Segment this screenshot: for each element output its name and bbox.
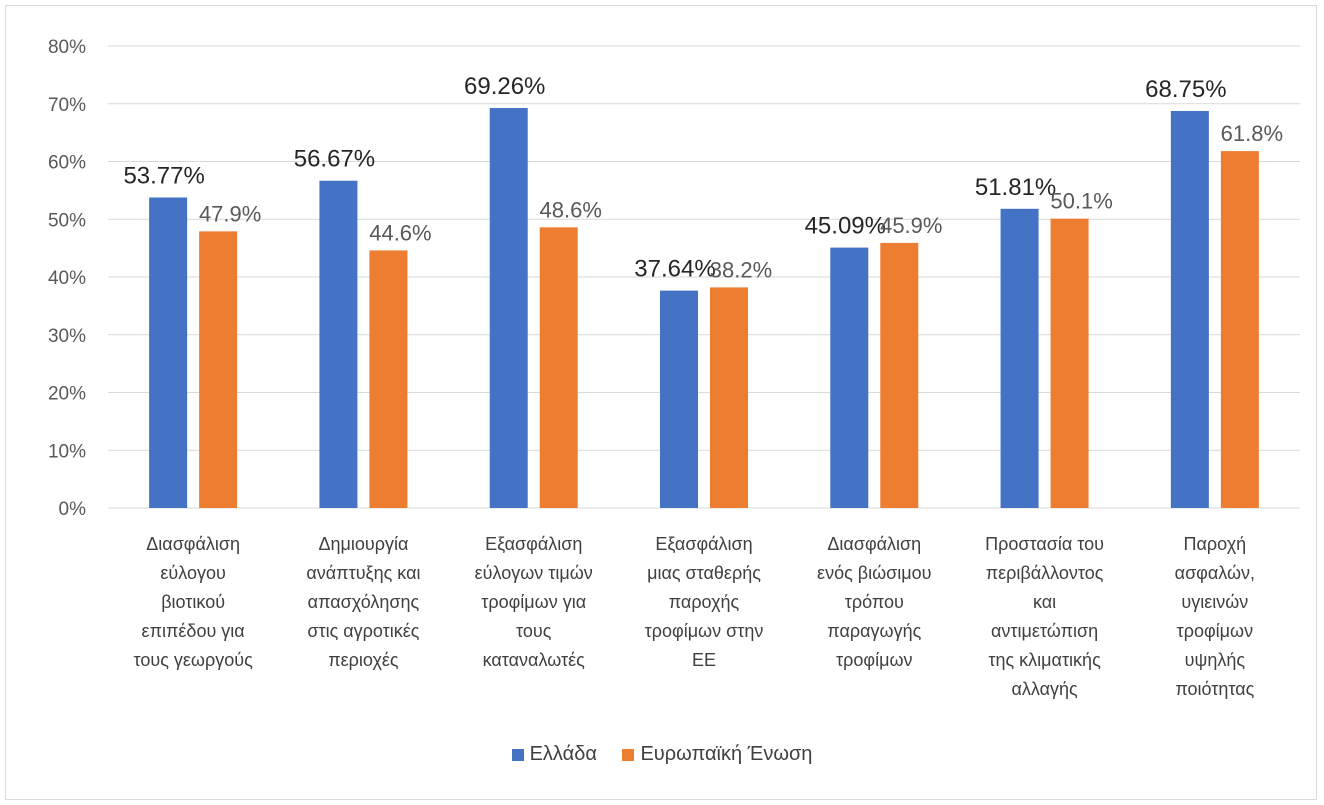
y-tick-label: 40% bbox=[48, 268, 86, 289]
bar bbox=[539, 227, 578, 508]
x-category-label: τροφίμων για bbox=[481, 592, 586, 612]
legend-label-eu: Ευρωπαϊκή Ένωση bbox=[640, 743, 813, 765]
x-category-label: απασχόλησης bbox=[308, 592, 420, 612]
data-label: 50.1% bbox=[1050, 189, 1112, 214]
x-category-label: Παροχή bbox=[1184, 534, 1247, 554]
x-category-label: καταναλωτές bbox=[483, 650, 586, 670]
gridlines bbox=[108, 45, 1300, 509]
x-category-label: ανάπτυξης και bbox=[306, 563, 420, 583]
x-category-label: περιοχές bbox=[328, 650, 399, 670]
x-category-label: Εξασφάλιση bbox=[655, 534, 752, 554]
x-category-label: τροφίμων bbox=[1177, 621, 1253, 641]
x-category-label: αντιμετώπιση bbox=[991, 621, 1098, 641]
x-category-label: Διασφάλιση bbox=[827, 534, 921, 554]
x-category-label: τρόπου bbox=[845, 592, 904, 612]
x-category-label: βιοτικού bbox=[161, 592, 225, 612]
x-category-label: παραγωγής bbox=[827, 621, 921, 641]
y-tick-label: 50% bbox=[48, 210, 86, 231]
data-label: 37.64% bbox=[634, 256, 715, 283]
y-tick-label: 0% bbox=[59, 499, 87, 520]
x-category-label: αλλαγής bbox=[1011, 679, 1078, 699]
bar bbox=[1050, 218, 1089, 509]
y-axis-tick-labels: 0% 10% 20% 30% 40% 50% 60% 70% 80% bbox=[48, 37, 86, 520]
x-category-label: και bbox=[1033, 592, 1056, 612]
y-tick-label: 60% bbox=[48, 153, 86, 174]
data-label: 45.9% bbox=[880, 213, 942, 238]
y-tick-label: 30% bbox=[48, 326, 86, 347]
x-category-label: ποιότητας bbox=[1175, 679, 1254, 699]
x-category-label: της κλιματικής bbox=[988, 650, 1101, 670]
x-category-label: Εξασφάλιση bbox=[485, 534, 582, 554]
x-category-label: Προστασία του bbox=[985, 534, 1104, 554]
x-category-label: υψηλής bbox=[1185, 650, 1246, 670]
x-category-label: μιας σταθερής bbox=[647, 563, 761, 583]
x-category-label: Δημιουργία bbox=[318, 534, 408, 554]
legend-swatch-greece bbox=[511, 748, 524, 761]
data-label: 47.9% bbox=[199, 201, 261, 226]
y-tick-label: 10% bbox=[48, 441, 86, 462]
data-label: 38.2% bbox=[710, 257, 772, 282]
x-category-label: υγιεινών bbox=[1181, 592, 1248, 612]
bar bbox=[199, 231, 238, 508]
legend-item-eu: Ευρωπαϊκή Ένωση bbox=[622, 743, 812, 766]
data-label: 68.75% bbox=[1145, 76, 1226, 103]
y-tick-label: 20% bbox=[48, 384, 86, 405]
bar bbox=[1170, 110, 1209, 508]
x-category-label: Διασφάλιση bbox=[146, 534, 240, 554]
bar bbox=[660, 290, 698, 508]
data-label: 51.81% bbox=[975, 174, 1056, 201]
x-category-label: ασφαλών, bbox=[1175, 563, 1255, 583]
bar bbox=[1000, 208, 1039, 509]
bar bbox=[369, 250, 408, 508]
bar bbox=[319, 180, 358, 508]
bar bbox=[880, 242, 919, 509]
x-category-label: εύλογου bbox=[160, 563, 225, 583]
bar bbox=[1220, 151, 1259, 509]
x-category-label: στις αγροτικές bbox=[307, 621, 419, 641]
y-tick-label: 70% bbox=[48, 95, 86, 116]
x-category-label: επιπέδου για bbox=[142, 621, 245, 641]
bar bbox=[710, 287, 748, 508]
x-category-label: περιβάλλοντος bbox=[986, 563, 1104, 583]
bar bbox=[149, 197, 188, 508]
data-label: 61.8% bbox=[1221, 121, 1283, 146]
data-label: 48.6% bbox=[540, 197, 602, 222]
x-category-label: τους bbox=[516, 621, 552, 641]
x-category-label: ενός βιώσιμου bbox=[817, 563, 931, 583]
legend-item-greece: Ελλάδα bbox=[511, 743, 597, 766]
bars bbox=[149, 108, 1259, 509]
data-labels: 53.77% 56.67% 69.26% 37.64% 45.09% 51.81% 68.7… bbox=[123, 73, 1283, 283]
x-category-label: εύλογων τιμών bbox=[475, 563, 593, 583]
x-category-label: τροφίμων στην bbox=[645, 621, 764, 641]
legend-swatch-eu bbox=[622, 748, 635, 761]
legend-label-greece: Ελλάδα bbox=[529, 743, 597, 765]
data-label: 53.77% bbox=[123, 162, 204, 189]
data-label: 69.26% bbox=[464, 73, 545, 100]
y-tick-label: 80% bbox=[48, 37, 86, 58]
bar bbox=[489, 108, 528, 508]
legend: Ελλάδα Ευρωπαϊκή Ένωση bbox=[0, 743, 1324, 767]
x-category-label: παροχής bbox=[669, 592, 740, 612]
data-label: 56.67% bbox=[294, 146, 375, 173]
x-category-label: ΕΕ bbox=[692, 650, 716, 670]
bar bbox=[830, 247, 869, 508]
x-axis-category-labels: Διασφάλιση εύλογου βιοτικού επιπέδου για του… bbox=[134, 534, 1256, 699]
x-category-label: τροφίμων bbox=[836, 650, 912, 670]
data-label: 44.6% bbox=[369, 220, 431, 245]
data-label: 45.09% bbox=[805, 213, 886, 240]
x-category-label: τους γεωργούς bbox=[134, 650, 254, 670]
